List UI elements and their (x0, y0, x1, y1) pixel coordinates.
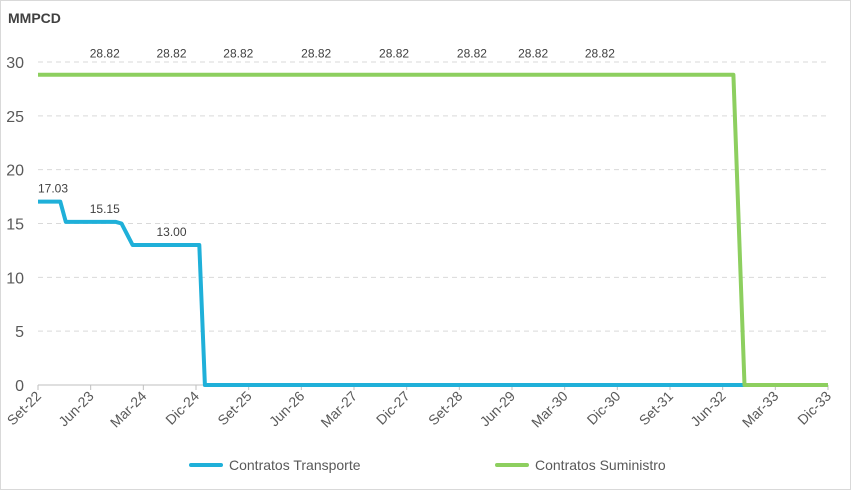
x-tick-label-dic-24: Dic-24 (162, 388, 202, 428)
x-tick-label-set-28: Set-28 (425, 388, 466, 429)
series-lines (38, 72, 828, 387)
y-tick-label-0: 0 (15, 378, 24, 395)
y-axis-unit-label: MMPCD (8, 10, 61, 26)
x-tick-label-mar-27: Mar-27 (317, 388, 360, 431)
x-tick-label-mar-30: Mar-30 (528, 388, 571, 431)
x-tick-label-jun-32: Jun-32 (687, 388, 729, 430)
x-tick-label-dic-33: Dic-33 (794, 388, 834, 428)
data-label: 28.82 (379, 47, 409, 61)
data-label: 28.82 (301, 47, 331, 61)
x-tick-label-dic-27: Dic-27 (373, 388, 413, 428)
x-tick-label-set-25: Set-25 (214, 388, 255, 429)
data-label: 28.82 (157, 47, 187, 61)
legend-item-transporte: Contratos Transporte (189, 457, 361, 473)
y-tick-label-30: 30 (6, 55, 24, 72)
series-line-suministro (38, 72, 828, 387)
data-label: 28.82 (90, 47, 120, 61)
series-line-transporte (38, 199, 828, 387)
x-tick-label-jun-29: Jun-29 (477, 388, 519, 430)
data-label: 28.82 (585, 47, 615, 61)
x-tick-label-mar-24: Mar-24 (107, 388, 150, 431)
x-tick-label-jun-26: Jun-26 (266, 388, 308, 430)
x-tick-label-dic-30: Dic-30 (584, 388, 624, 428)
y-tick-label-25: 25 (6, 109, 24, 126)
legend-label-transporte: Contratos Transporte (229, 457, 361, 473)
data-label: 28.82 (457, 47, 487, 61)
y-tick-label-15: 15 (6, 217, 24, 234)
data-label: 28.82 (518, 47, 548, 61)
data-label: 28.82 (223, 47, 253, 61)
x-tick-label-jun-23: Jun-23 (55, 388, 97, 430)
data-label: 13.00 (157, 225, 187, 239)
x-tick-label-mar-33: Mar-33 (739, 388, 782, 431)
x-tick-label-set-31: Set-31 (636, 388, 677, 429)
y-tick-label-10: 10 (6, 270, 24, 287)
legend-item-suministro: Contratos Suministro (495, 457, 666, 473)
data-labels: 17.03 15.15 13.00 28.82 28.82 28.82 28.82 28.82… (38, 47, 615, 239)
data-label: 17.03 (38, 182, 68, 196)
gridlines (38, 61, 828, 332)
legend-swatch-suministro (495, 463, 529, 467)
legend-label-suministro: Contratos Suministro (535, 457, 666, 473)
legend-swatch-transporte (189, 463, 223, 467)
legend: Contratos Transporte Contratos Suministr… (0, 457, 851, 477)
y-tick-label-20: 20 (6, 163, 24, 180)
data-label: 15.15 (90, 202, 120, 216)
y-tick-label-5: 5 (15, 324, 24, 341)
